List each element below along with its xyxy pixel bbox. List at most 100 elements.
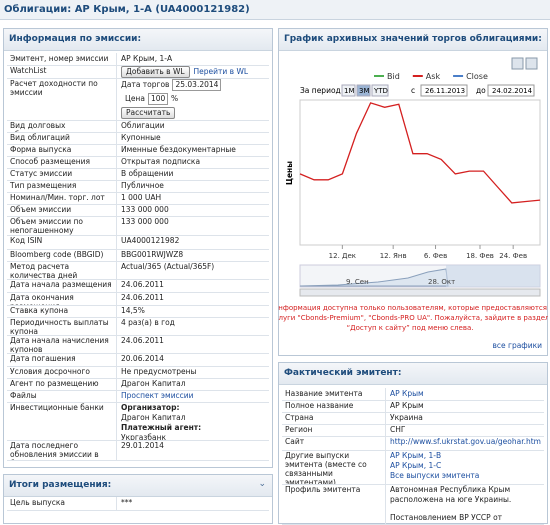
to-input[interactable]: [487, 84, 535, 97]
row-label-cell: Вид долговых обязательств: [7, 120, 117, 132]
row-value-cell: Дата торгов 25.03.2014 Цена 100% Рассчитать: [117, 78, 269, 120]
row-label-cell: Метод расчета количества дней: [7, 261, 117, 279]
row-label-cell: Дата начала начисления купонов: [7, 335, 117, 353]
field-label: Цена: [125, 94, 145, 103]
table-row: Дата начала начисления купонов 24.06.2011: [7, 335, 269, 354]
row-label-cell: Форма выпуска: [7, 144, 117, 156]
text-line: Постановлением ВР УССР от 12.02.1991г.: [390, 513, 540, 524]
plot-area: [299, 99, 541, 246]
link[interactable]: Перейти в WL: [193, 67, 249, 76]
table-row: Расчет доходности по эмиссии Дата торгов 2…: [7, 78, 269, 121]
value: Actual/365 (Actual/365F): [121, 262, 215, 271]
row-label: Сайт: [285, 437, 305, 446]
value: 20.06.2014: [121, 354, 164, 363]
x-tick-label: 6. Фев: [424, 252, 447, 260]
from-value[interactable]: 26.11.2013: [425, 87, 465, 95]
link[interactable]: АР Крым, 1-В: [390, 451, 442, 460]
row-value-cell: Облигации: [117, 120, 269, 132]
row-label: Профиль эмитента: [285, 485, 361, 494]
link[interactable]: Проспект эмиссии: [121, 391, 194, 400]
period-button[interactable]: [341, 84, 356, 97]
row-label: Статус эмиссии: [10, 169, 73, 178]
table-row: Форма выпуска Именные бездокументарные: [7, 144, 269, 157]
row-value-cell: BBG001RWJWZ8: [117, 249, 269, 261]
table-row: Дата последнего обновления эмиссии в баз…: [7, 440, 269, 461]
table-row: Вид долговых обязательств Облигации: [7, 120, 269, 133]
table-row: Объем эмиссии по непогашенному номиналу 1…: [7, 216, 269, 236]
row-label: Bloomberg code (BBGID): [10, 250, 104, 259]
row-label: Тип размещения: [10, 181, 77, 190]
text-line: Автономная Республика Крым расположена н…: [390, 485, 540, 505]
row-label-cell: Дата последнего обновления эмиссии в баз…: [7, 440, 117, 460]
price-input[interactable]: 100: [147, 93, 168, 105]
row-label-cell: Сайт: [282, 436, 386, 450]
row-label-cell: Статус эмиссии: [7, 168, 117, 180]
link[interactable]: АР Крым: [390, 389, 424, 398]
row-label-cell: Bloomberg code (BBGID): [7, 249, 117, 261]
table-row: Номинал/Мин. торг. лот 1 000 UAH: [7, 192, 269, 205]
button[interactable]: Рассчитать: [121, 107, 176, 119]
table-row: Вид облигаций Купонные: [7, 132, 269, 145]
navigator-window[interactable]: [446, 265, 540, 287]
row-label: Агент по размещению: [10, 379, 99, 388]
table-row: Эмитент, номер эмиссии АР Крым, 1-А: [7, 53, 269, 66]
period-button-label[interactable]: 3M: [359, 87, 370, 95]
link[interactable]: АР Крым, 1-С: [390, 461, 442, 470]
emission-panel: Информация по эмиссии: Эмитент, номер эми…: [3, 28, 273, 468]
row-value-cell: Не предусмотрены: [117, 366, 269, 378]
panel-title: График архивных значений торгов облигаци…: [279, 29, 547, 51]
row-label-cell: Полное название эмитента: [282, 400, 386, 412]
notice-text: Информация доступна только пользователям…: [278, 304, 547, 312]
value: ***: [121, 498, 133, 507]
value: Именные бездокументарные: [121, 145, 236, 154]
row-value-cell: 24.06.2011: [117, 279, 269, 292]
date-input[interactable]: 25.03.2014: [172, 79, 222, 91]
value: В обращении: [121, 169, 174, 178]
all-charts-link[interactable]: все графики: [492, 341, 542, 350]
legend-label: Ask: [426, 72, 441, 81]
row-value-cell: АР Крым, 1-А: [117, 53, 269, 65]
table-row: Дата окончания размещения 24.06.2011: [7, 292, 269, 306]
scrollbar[interactable]: [299, 288, 541, 297]
from-input[interactable]: [420, 84, 468, 97]
period-button[interactable]: [371, 84, 389, 97]
row-value-cell: 24.06.2011: [117, 335, 269, 353]
value: Публичное: [121, 181, 164, 190]
period-button-label[interactable]: YTD: [373, 87, 388, 95]
row-value-cell: 4 раз(а) в год: [117, 317, 269, 335]
row-label-cell: Регион: [282, 424, 386, 436]
table-row: Цель выпуска ***: [7, 497, 269, 511]
value: 24.06.2011: [121, 293, 164, 302]
print-icon[interactable]: [511, 57, 524, 70]
value: Не предусмотрены: [121, 367, 197, 376]
field-line: Рассчитать: [121, 107, 265, 119]
collapse-icon[interactable]: ⌄: [258, 479, 266, 489]
row-label-cell: Номинал/Мин. торг. лот: [7, 192, 117, 204]
x-tick-label: 18. Фев: [466, 252, 494, 260]
text-line: Организатор:: [121, 403, 265, 413]
row-value-cell: Публичное: [117, 180, 269, 192]
export-icon[interactable]: [525, 57, 538, 70]
text: Платежный агент:: [121, 423, 202, 432]
row-label-cell: Вид облигаций: [7, 132, 117, 144]
row-value-cell: Именные бездокументарные: [117, 144, 269, 156]
period-button[interactable]: [356, 84, 371, 97]
value: Купонные: [121, 133, 161, 142]
link[interactable]: http://www.sf.ukrstat.gov.ua/geohar.htm: [390, 437, 541, 446]
row-value-cell: Автономная Республика Крым расположена н…: [386, 484, 544, 524]
row-label: Метод расчета количества дней: [10, 262, 78, 279]
period-button-label[interactable]: 1M: [344, 87, 355, 95]
text: Укргазбанк: [121, 433, 167, 440]
value: UA4000121982: [121, 236, 180, 245]
row-label: Форма выпуска: [10, 145, 72, 154]
table-row: Профиль эмитента Автономная Республика Кр…: [282, 484, 544, 525]
row-value-cell: АР Крым, 1-В АР Крым, 1-С Все выпуски эмит…: [386, 450, 544, 484]
button[interactable]: Добавить в WL: [121, 66, 190, 78]
text: Драгон Капитал: [121, 413, 186, 422]
panel-title[interactable]: Итоги размещения:: [4, 475, 272, 497]
row-label-cell: Тип размещения: [7, 180, 117, 192]
to-value[interactable]: 24.02.2014: [492, 87, 533, 95]
link[interactable]: Все выпуски эмитента: [390, 471, 480, 480]
row-label-cell: Файлы: [7, 390, 117, 402]
